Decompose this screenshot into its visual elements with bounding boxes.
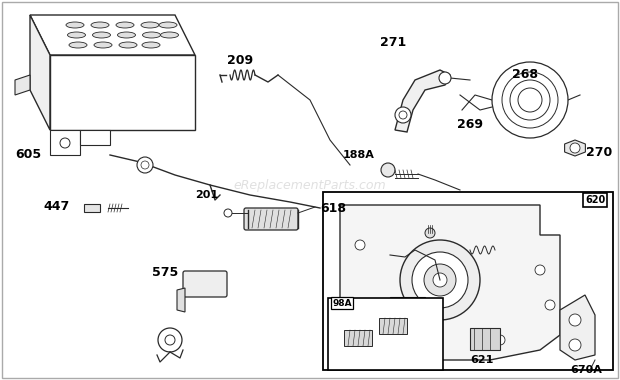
Ellipse shape	[116, 22, 134, 28]
Circle shape	[402, 305, 414, 317]
Text: 270: 270	[586, 147, 613, 160]
FancyBboxPatch shape	[183, 271, 227, 297]
Ellipse shape	[92, 32, 110, 38]
Circle shape	[502, 72, 558, 128]
Circle shape	[60, 138, 70, 148]
Polygon shape	[565, 140, 585, 156]
Text: 447: 447	[44, 200, 70, 212]
Ellipse shape	[159, 22, 177, 28]
FancyBboxPatch shape	[244, 208, 298, 230]
Circle shape	[158, 328, 182, 352]
Ellipse shape	[118, 32, 136, 38]
Circle shape	[510, 80, 550, 120]
Polygon shape	[30, 15, 195, 55]
Circle shape	[433, 273, 447, 287]
Circle shape	[439, 72, 451, 84]
Bar	[470, 328, 500, 350]
Polygon shape	[30, 15, 50, 130]
Circle shape	[492, 62, 568, 138]
Bar	[344, 330, 372, 346]
Circle shape	[545, 300, 555, 310]
Ellipse shape	[161, 32, 179, 38]
Ellipse shape	[91, 22, 109, 28]
Polygon shape	[80, 130, 110, 145]
Circle shape	[569, 339, 581, 351]
Text: 268: 268	[512, 68, 538, 81]
Polygon shape	[340, 205, 560, 360]
Circle shape	[518, 88, 542, 112]
Circle shape	[425, 228, 435, 238]
Text: 575: 575	[152, 266, 178, 279]
Bar	[390, 297, 425, 325]
Circle shape	[141, 161, 149, 169]
Circle shape	[535, 265, 545, 275]
Bar	[323, 192, 613, 370]
Text: 271: 271	[380, 35, 406, 49]
Polygon shape	[177, 288, 185, 312]
Ellipse shape	[142, 42, 160, 48]
Circle shape	[224, 209, 232, 217]
Text: 98A: 98A	[332, 299, 352, 307]
Text: 209: 209	[227, 54, 253, 66]
Text: 269: 269	[457, 119, 483, 131]
Text: 188A: 188A	[343, 150, 375, 160]
Ellipse shape	[94, 42, 112, 48]
Text: 605: 605	[15, 149, 41, 162]
Circle shape	[400, 240, 480, 320]
Bar	[84, 204, 100, 212]
Circle shape	[137, 157, 153, 173]
Polygon shape	[15, 75, 30, 95]
Polygon shape	[560, 295, 595, 360]
Bar	[379, 318, 407, 334]
Circle shape	[569, 314, 581, 326]
Circle shape	[399, 111, 407, 119]
Circle shape	[495, 335, 505, 345]
Ellipse shape	[68, 32, 86, 38]
Ellipse shape	[143, 32, 161, 38]
Ellipse shape	[141, 22, 159, 28]
Circle shape	[570, 143, 580, 153]
Text: eReplacementParts.com: eReplacementParts.com	[234, 179, 386, 192]
Text: 201: 201	[195, 190, 218, 200]
Circle shape	[381, 163, 395, 177]
Text: 620: 620	[585, 195, 605, 205]
Polygon shape	[50, 55, 195, 130]
Polygon shape	[50, 130, 80, 155]
Circle shape	[395, 107, 411, 123]
Ellipse shape	[66, 22, 84, 28]
Circle shape	[412, 252, 468, 308]
Text: 621: 621	[471, 355, 494, 365]
Polygon shape	[395, 70, 450, 132]
Circle shape	[355, 240, 365, 250]
Bar	[328, 298, 443, 370]
Circle shape	[355, 300, 365, 310]
Text: 618: 618	[320, 201, 346, 214]
Text: 670A: 670A	[570, 365, 602, 375]
Circle shape	[424, 264, 456, 296]
Ellipse shape	[119, 42, 137, 48]
Ellipse shape	[69, 42, 87, 48]
Circle shape	[165, 335, 175, 345]
